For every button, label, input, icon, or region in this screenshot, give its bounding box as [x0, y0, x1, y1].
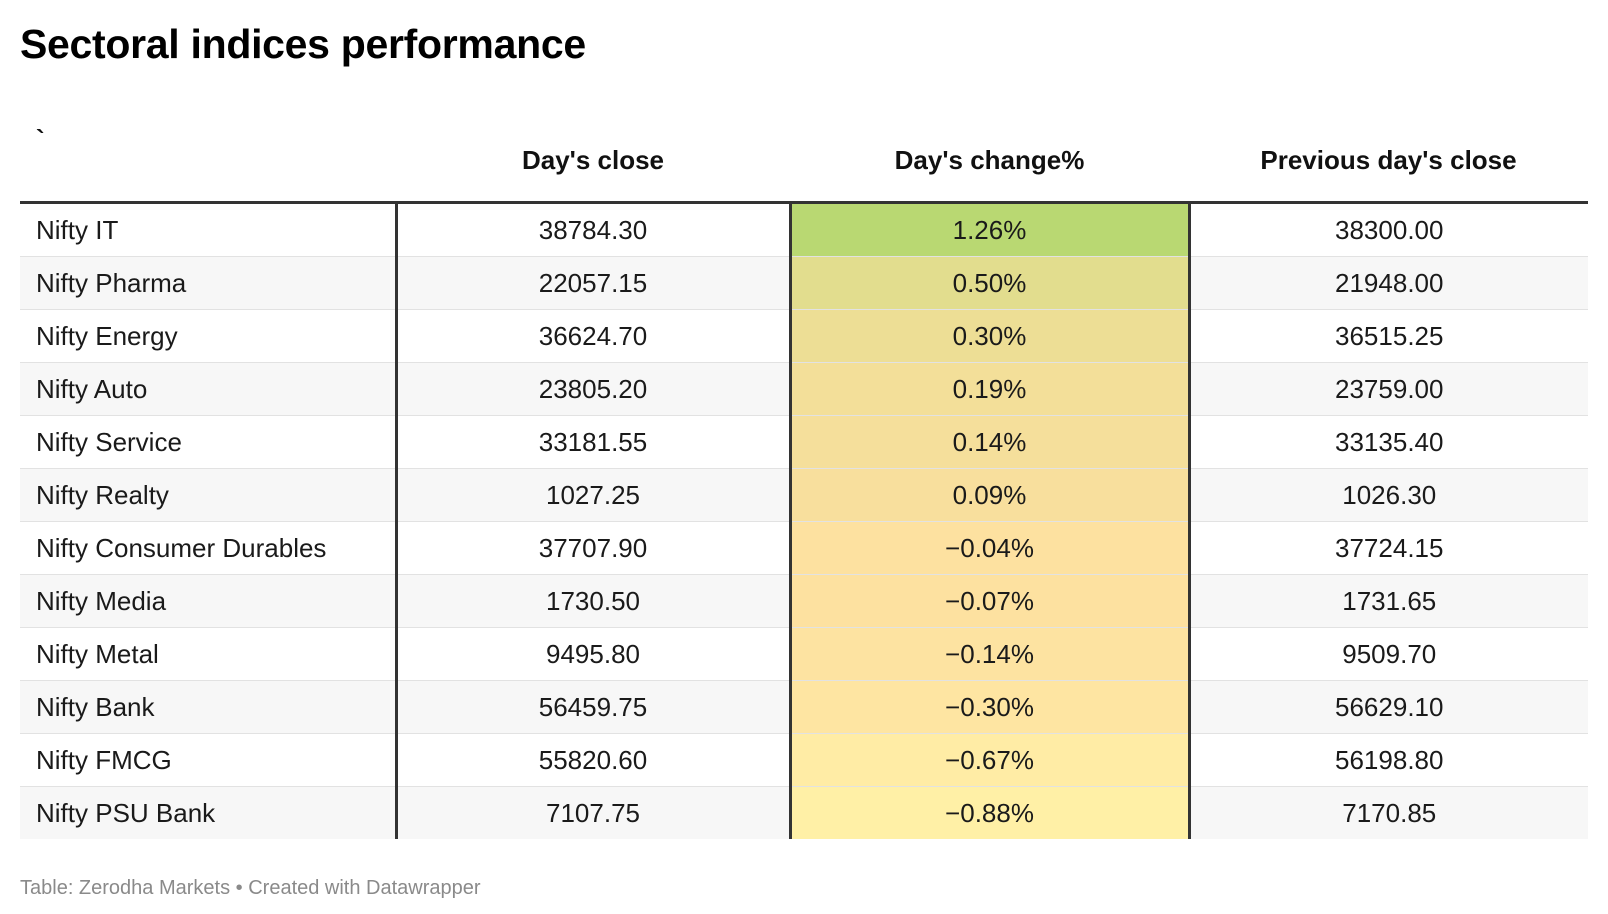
index-name-cell: Nifty Media — [20, 574, 398, 628]
prev-close-cell: 38300.00 — [1189, 202, 1588, 257]
prev-close-cell: 1731.65 — [1189, 574, 1588, 628]
source-footer: Table: Zerodha Markets • Created with Da… — [20, 877, 481, 899]
table-row: Nifty Media 1730.50 −0.07% 1731.65 — [20, 574, 1588, 628]
day-change-cell: −0.88% — [790, 786, 1191, 839]
day-change-cell: 0.14% — [790, 415, 1191, 469]
table-row: Nifty Auto 23805.20 0.19% 23759.00 — [20, 362, 1588, 416]
day-close-cell: 33181.55 — [396, 415, 792, 469]
day-change-cell: 0.30% — [790, 309, 1191, 363]
table-row: Nifty Metal 9495.80 −0.14% 9509.70 — [20, 627, 1588, 681]
column-header-prev-close[interactable]: Previous day's close — [1189, 120, 1588, 204]
day-close-cell: 36624.70 — [396, 309, 792, 363]
prev-close-cell: 1026.30 — [1189, 468, 1588, 522]
column-header-index[interactable]: ` — [20, 120, 396, 204]
index-name-cell: Nifty Pharma — [20, 256, 398, 310]
day-change-cell: −0.67% — [790, 733, 1191, 787]
prev-close-cell: 37724.15 — [1189, 521, 1588, 575]
index-name-cell: Nifty Metal — [20, 627, 398, 681]
index-name-cell: Nifty Bank — [20, 680, 398, 734]
index-name-cell: Nifty Auto — [20, 362, 398, 416]
day-close-cell: 22057.15 — [396, 256, 792, 310]
day-change-cell: 1.26% — [790, 202, 1191, 257]
day-change-cell: 0.19% — [790, 362, 1191, 416]
day-change-cell: −0.14% — [790, 627, 1191, 681]
day-close-cell: 9495.80 — [396, 627, 792, 681]
table-row: Nifty FMCG 55820.60 −0.67% 56198.80 — [20, 733, 1588, 787]
index-name-cell: Nifty PSU Bank — [20, 786, 398, 839]
column-header-close[interactable]: Day's close — [396, 120, 790, 204]
prev-close-cell: 9509.70 — [1189, 627, 1588, 681]
prev-close-cell: 23759.00 — [1189, 362, 1588, 416]
day-close-cell: 38784.30 — [396, 202, 792, 257]
index-name-cell: Nifty Energy — [20, 309, 398, 363]
day-close-cell: 23805.20 — [396, 362, 792, 416]
table-row: Nifty Energy 36624.70 0.30% 36515.25 — [20, 309, 1588, 363]
column-header-change[interactable]: Day's change% — [790, 120, 1189, 204]
table-row: Nifty IT 38784.30 1.26% 38300.00 — [20, 202, 1588, 257]
day-close-cell: 7107.75 — [396, 786, 792, 839]
day-close-cell: 56459.75 — [396, 680, 792, 734]
day-change-cell: −0.07% — [790, 574, 1191, 628]
table-header-row: ` Day's close Day's change% Previous day… — [20, 120, 1588, 204]
day-change-cell: −0.04% — [790, 521, 1191, 575]
prev-close-cell: 56198.80 — [1189, 733, 1588, 787]
day-close-cell: 55820.60 — [396, 733, 792, 787]
prev-close-cell: 56629.10 — [1189, 680, 1588, 734]
prev-close-cell: 7170.85 — [1189, 786, 1588, 839]
day-change-cell: −0.30% — [790, 680, 1191, 734]
sector-table: ` Day's close Day's change% Previous day… — [20, 120, 1588, 839]
table-row: Nifty PSU Bank 7107.75 −0.88% 7170.85 — [20, 786, 1588, 839]
prev-close-cell: 21948.00 — [1189, 256, 1588, 310]
index-name-cell: Nifty IT — [20, 202, 398, 257]
index-name-cell: Nifty Consumer Durables — [20, 521, 398, 575]
table-row: Nifty Bank 56459.75 −0.30% 56629.10 — [20, 680, 1588, 734]
index-name-cell: Nifty Service — [20, 415, 398, 469]
table-row: Nifty Pharma 22057.15 0.50% 21948.00 — [20, 256, 1588, 310]
index-name-cell: Nifty Realty — [20, 468, 398, 522]
index-name-cell: Nifty FMCG — [20, 733, 398, 787]
day-change-cell: 0.09% — [790, 468, 1191, 522]
table-row: Nifty Service 33181.55 0.14% 33135.40 — [20, 415, 1588, 469]
chart-title: Sectoral indices performance — [20, 21, 586, 67]
day-close-cell: 1027.25 — [396, 468, 792, 522]
table-row: Nifty Consumer Durables 37707.90 −0.04% 377… — [20, 521, 1588, 575]
day-change-cell: 0.50% — [790, 256, 1191, 310]
prev-close-cell: 36515.25 — [1189, 309, 1588, 363]
prev-close-cell: 33135.40 — [1189, 415, 1588, 469]
day-close-cell: 1730.50 — [396, 574, 792, 628]
day-close-cell: 37707.90 — [396, 521, 792, 575]
table-row: Nifty Realty 1027.25 0.09% 1026.30 — [20, 468, 1588, 522]
